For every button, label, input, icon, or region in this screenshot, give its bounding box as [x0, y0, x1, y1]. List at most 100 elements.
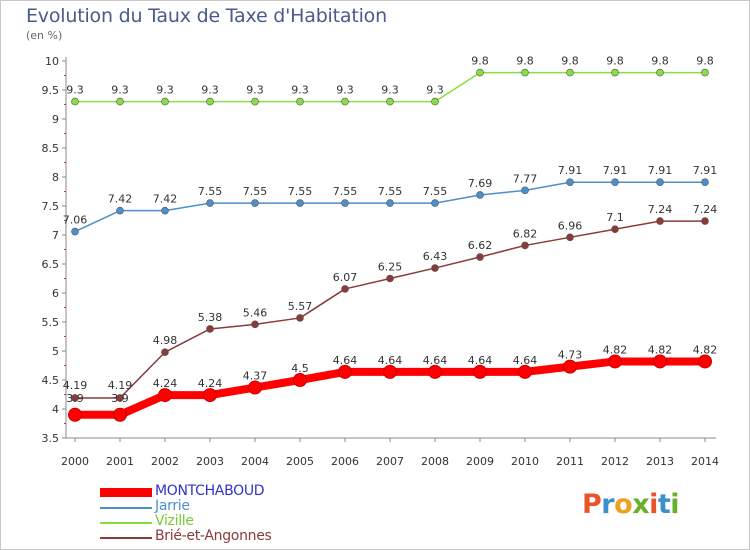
data-point	[116, 206, 124, 215]
data-label: 4.37	[243, 370, 268, 383]
data-point	[431, 199, 439, 207]
series-lines	[68, 68, 712, 422]
data-label: 7.55	[333, 185, 358, 198]
data-point	[341, 199, 349, 207]
data-point	[701, 178, 709, 187]
y-tick-label: 6.5	[42, 258, 60, 271]
data-label: 9.8	[516, 55, 534, 68]
data-label: 7.55	[198, 185, 223, 198]
data-label: 6.82	[513, 227, 538, 240]
y-tick-label: 10	[45, 55, 59, 68]
logo-letter: r	[601, 489, 615, 520]
data-point	[71, 227, 79, 236]
x-tick-label: 2012	[601, 455, 629, 468]
legend-label: Vizille	[155, 513, 194, 529]
legend-swatch	[100, 488, 152, 497]
x-tick-label: 2010	[511, 455, 539, 468]
data-point	[698, 354, 712, 369]
data-point	[518, 364, 532, 379]
data-label: 9.3	[66, 84, 84, 97]
data-point	[701, 68, 709, 77]
data-point	[116, 394, 124, 402]
y-tick-label: 3.5	[42, 432, 60, 445]
data-point	[566, 178, 574, 187]
data-label: 7.77	[513, 172, 538, 185]
data-point	[296, 199, 304, 207]
data-label: 7.55	[378, 185, 403, 198]
data-label: 4.19	[63, 379, 88, 392]
unit-label: (en %)	[26, 29, 63, 42]
data-point	[383, 364, 397, 379]
data-label: 9.3	[156, 84, 174, 97]
y-tick-label: 4.5	[42, 374, 60, 387]
data-labels: 3.9 3.9 4.24 4.24 4.37 4.5 4.64 4.64 4.64 4.64 4.6…	[63, 55, 718, 405]
data-point	[341, 97, 349, 106]
x-tick-label: 2007	[376, 455, 404, 468]
data-point	[116, 97, 124, 106]
data-point	[476, 68, 484, 77]
x-tick-label: 2009	[466, 455, 494, 468]
axes: 3.5 4 4.5 5 5.5 6 6.5 7 7.5 8 8.5 9 9.5 10 2000 2001 200…	[42, 55, 720, 468]
x-tick-label: 2006	[331, 455, 359, 468]
y-tick-label: 9.5	[42, 84, 60, 97]
data-label: 4.82	[648, 343, 673, 356]
data-point	[206, 199, 214, 207]
x-tick-label: 2005	[286, 455, 314, 468]
legend-swatch	[100, 507, 152, 509]
logo-letter: t	[657, 489, 671, 520]
data-label: 9.3	[381, 84, 399, 97]
data-label: 7.55	[288, 185, 313, 198]
data-label: 3.9	[111, 392, 129, 405]
data-label: 7.91	[693, 164, 718, 177]
data-label: 6.25	[378, 261, 403, 274]
data-point	[653, 354, 667, 369]
data-point	[566, 233, 574, 242]
data-point	[248, 380, 262, 395]
data-label: 7.91	[558, 164, 583, 177]
data-label: 4.24	[198, 377, 223, 390]
data-point	[71, 394, 79, 402]
data-point	[521, 241, 529, 250]
data-label: 4.64	[378, 354, 403, 367]
data-point	[251, 199, 259, 207]
data-point	[431, 97, 439, 106]
data-label: 7.69	[468, 177, 493, 190]
data-point	[251, 97, 259, 106]
data-label: 7.06	[63, 214, 88, 227]
data-label: 9.8	[696, 55, 714, 68]
data-label: 4.64	[513, 354, 538, 367]
data-label: 9.8	[471, 55, 489, 68]
data-label: 4.64	[333, 354, 358, 367]
data-point	[476, 191, 484, 199]
logo-letter: o	[614, 489, 633, 520]
data-point	[338, 364, 352, 379]
data-label: 7.42	[108, 193, 133, 206]
data-label: 5.38	[198, 311, 223, 324]
x-tick-label: 2004	[241, 455, 269, 468]
data-point	[563, 359, 577, 374]
data-label: 7.91	[648, 164, 673, 177]
x-tick-label: 2013	[646, 455, 674, 468]
data-point	[521, 186, 529, 195]
data-label: 7.55	[243, 185, 268, 198]
data-label: 4.19	[108, 379, 133, 392]
x-tick-label: 2003	[196, 455, 224, 468]
x-tick-label: 2014	[691, 455, 719, 468]
data-label: 6.07	[333, 271, 358, 284]
y-tick-label: 7.5	[42, 200, 60, 213]
data-label: 9.8	[561, 55, 579, 68]
x-tick-label: 2008	[421, 455, 449, 468]
data-label: 7.24	[648, 203, 673, 216]
logo-letter: P	[582, 489, 602, 520]
y-tick-label: 8.5	[42, 142, 60, 155]
data-point	[386, 274, 394, 283]
data-point	[656, 217, 664, 225]
proxiti-logo: Proxiti	[582, 489, 680, 520]
logo-letter: i	[670, 489, 680, 520]
data-point	[161, 97, 169, 106]
y-tick-label: 7	[52, 229, 59, 242]
data-point	[158, 388, 172, 403]
data-point	[476, 253, 484, 261]
